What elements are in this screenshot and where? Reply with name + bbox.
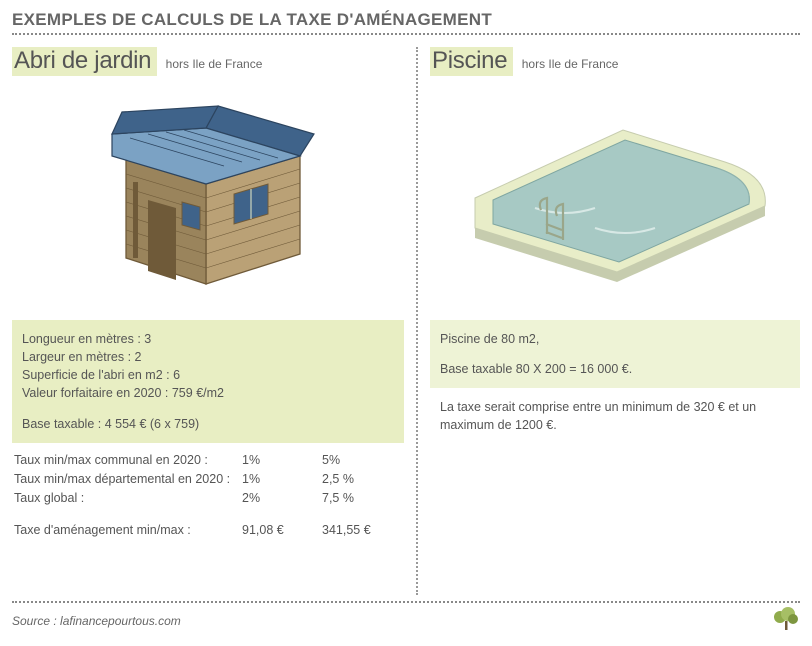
- left-box-l4: Valeur forfaitaire en 2020 : 759 €/m2: [22, 384, 394, 402]
- rate-max: 7,5 %: [322, 489, 402, 508]
- page-title: EXEMPLES DE CALCULS DE LA TAXE D'AMÉNAGE…: [12, 10, 800, 35]
- right-box-l2: Base taxable 80 X 200 = 16 000 €.: [440, 360, 790, 378]
- rate-max: 5%: [322, 451, 402, 470]
- left-rates: Taux min/max communal en 2020 : 1% 5% Ta…: [12, 443, 404, 541]
- rate-label: Taux global :: [14, 489, 242, 508]
- right-note: La taxe serait comprise entre un minimum…: [430, 388, 800, 434]
- rate-label: Taux min/max départemental en 2020 :: [14, 470, 242, 489]
- left-title: Abri de jardin: [12, 47, 157, 76]
- infographic-page: EXEMPLES DE CALCULS DE LA TAXE D'AMÉNAGE…: [0, 0, 812, 646]
- rate-row: Taux min/max communal en 2020 : 1% 5%: [14, 451, 402, 470]
- col-right: Piscine hors Ile de France: [418, 47, 800, 595]
- right-title: Piscine: [430, 47, 513, 76]
- rate-row-total: Taxe d'aménagement min/max : 91,08 € 341…: [14, 521, 402, 540]
- pool-illustration: [430, 84, 800, 316]
- right-box-l1: Piscine de 80 m2,: [440, 330, 790, 348]
- shed-illustration: [12, 84, 404, 316]
- left-box-l3: Superficie de l'abri en m2 : 6: [22, 366, 394, 384]
- right-subtitle: hors Ile de France: [522, 57, 619, 71]
- rate-row: Taux min/max départemental en 2020 : 1% …: [14, 470, 402, 489]
- right-header: Piscine hors Ile de France: [430, 47, 800, 76]
- left-info-box: Longueur en mètres : 3 Largeur en mètres…: [12, 320, 404, 443]
- result-max: 341,55 €: [322, 521, 402, 540]
- source-label: Source : lafinancepourtous.com: [12, 614, 181, 628]
- col-left: Abri de jardin hors Ile de France: [12, 47, 416, 595]
- rate-label: Taux min/max communal en 2020 :: [14, 451, 242, 470]
- columns: Abri de jardin hors Ile de France: [12, 47, 800, 595]
- rate-row: Taux global : 2% 7,5 %: [14, 489, 402, 508]
- left-subtitle: hors Ile de France: [166, 57, 263, 71]
- result-min: 91,08 €: [242, 521, 322, 540]
- tree-icon: [772, 607, 800, 634]
- shed-icon: [78, 90, 338, 310]
- result-label: Taxe d'aménagement min/max :: [14, 521, 242, 540]
- pool-icon: [445, 90, 785, 310]
- right-info-box: Piscine de 80 m2, Base taxable 80 X 200 …: [430, 320, 800, 388]
- rate-min: 1%: [242, 451, 322, 470]
- rate-min: 2%: [242, 489, 322, 508]
- rate-max: 2,5 %: [322, 470, 402, 489]
- rate-min: 1%: [242, 470, 322, 489]
- left-box-l2: Largeur en mètres : 2: [22, 348, 394, 366]
- footer: Source : lafinancepourtous.com: [12, 601, 800, 634]
- left-box-base: Base taxable : 4 554 € (6 x 759): [22, 415, 394, 433]
- left-box-l1: Longueur en mètres : 3: [22, 330, 394, 348]
- left-header: Abri de jardin hors Ile de France: [12, 47, 404, 76]
